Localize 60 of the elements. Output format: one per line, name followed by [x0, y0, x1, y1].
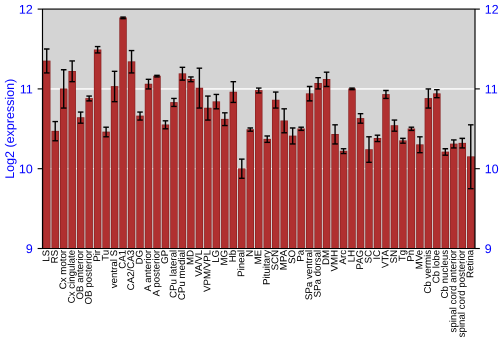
- x-tick-label: A posterior: [152, 250, 162, 296]
- x-tick-label: A anterior: [144, 250, 152, 292]
- x-tick-label: SC: [364, 250, 372, 263]
- x-tick-label: MVe: [416, 250, 422, 269]
- y2-tick-label: 9: [485, 244, 492, 254]
- x-tick-label: SN: [390, 250, 398, 263]
- x-tick-label: CA2/CA3: [127, 250, 134, 290]
- x-tick-label: GP: [161, 250, 168, 264]
- x-tick-label: ME: [254, 250, 262, 264]
- y-axis-title: Log2 (expression): [4, 80, 17, 178]
- x-tick-label: ventral S: [110, 250, 118, 288]
- y2-tick-label: 10: [486, 164, 498, 174]
- x-tick-label: Cb vermis: [424, 250, 431, 294]
- y-tick-label: 10: [20, 164, 32, 174]
- x-tick-label: DG: [136, 250, 143, 264]
- x-tick-label: LH: [348, 250, 355, 262]
- x-tick-label: IC: [373, 250, 380, 259]
- x-tick-label: VTA: [382, 250, 388, 268]
- x-tick-label: SO: [288, 250, 296, 264]
- x-tick-label: N: [246, 250, 253, 256]
- y2-tick-label: 12: [486, 4, 498, 14]
- y-tick-label: 9: [26, 244, 32, 254]
- x-tick-label: Cx motor: [59, 250, 66, 289]
- y-tick-label: 12: [20, 4, 32, 14]
- x-tick-label: SPa dorsal: [314, 250, 321, 297]
- x-tick-label: PAG: [356, 250, 364, 269]
- x-tick-label: OB anterior: [76, 250, 84, 300]
- x-tick-label: Tg: [398, 250, 408, 262]
- x-tick-label: spinal cord anterior: [449, 250, 458, 332]
- x-tick-label: RS: [50, 250, 58, 263]
- x-tick-label: Retina: [466, 250, 474, 278]
- x-tick-label: Pir: [93, 250, 100, 261]
- x-tick-label: MD: [186, 250, 194, 264]
- x-tick-label: Pineal: [237, 250, 244, 276]
- x-tick-label: CPu lateral: [169, 250, 177, 298]
- x-tick-label: MPA: [280, 250, 287, 270]
- x-tick-label: Cb lobe: [432, 250, 440, 283]
- x-tick-label: CA1: [118, 250, 126, 268]
- x-tick-label: VMH: [330, 250, 338, 272]
- x-tick-label: Cx cingulate: [68, 250, 77, 303]
- y-tick-label: 11: [20, 84, 32, 94]
- x-tick-label: DM: [322, 250, 330, 264]
- x-tick-label: Hb: [228, 250, 236, 262]
- x-tick-label: VA/VL: [194, 250, 202, 277]
- x-tick-label: OB posterior: [84, 250, 94, 304]
- x-tick-label: Tu: [102, 250, 109, 261]
- x-tick-label: Pa: [296, 250, 304, 261]
- x-tick-label: spinal cord posterior: [458, 250, 467, 338]
- x-tick-label: Pituitary: [262, 250, 272, 284]
- x-tick-label: SCN: [271, 250, 278, 270]
- x-tick-label: LG: [212, 250, 219, 262]
- x-tick-label: Arc: [339, 250, 346, 264]
- x-tick-label: CPu medial: [178, 250, 186, 300]
- x-tick-label: MG: [220, 250, 228, 265]
- x-tick-label: Cb nucleus: [440, 250, 448, 298]
- x-tick-label: Pn: [407, 250, 414, 261]
- x-tick-label: VPM/VPL: [203, 250, 210, 292]
- y2-tick-label: 11: [486, 84, 498, 94]
- x-tick-label: LS: [42, 250, 50, 261]
- x-tick-label: SPa ventral: [305, 250, 312, 300]
